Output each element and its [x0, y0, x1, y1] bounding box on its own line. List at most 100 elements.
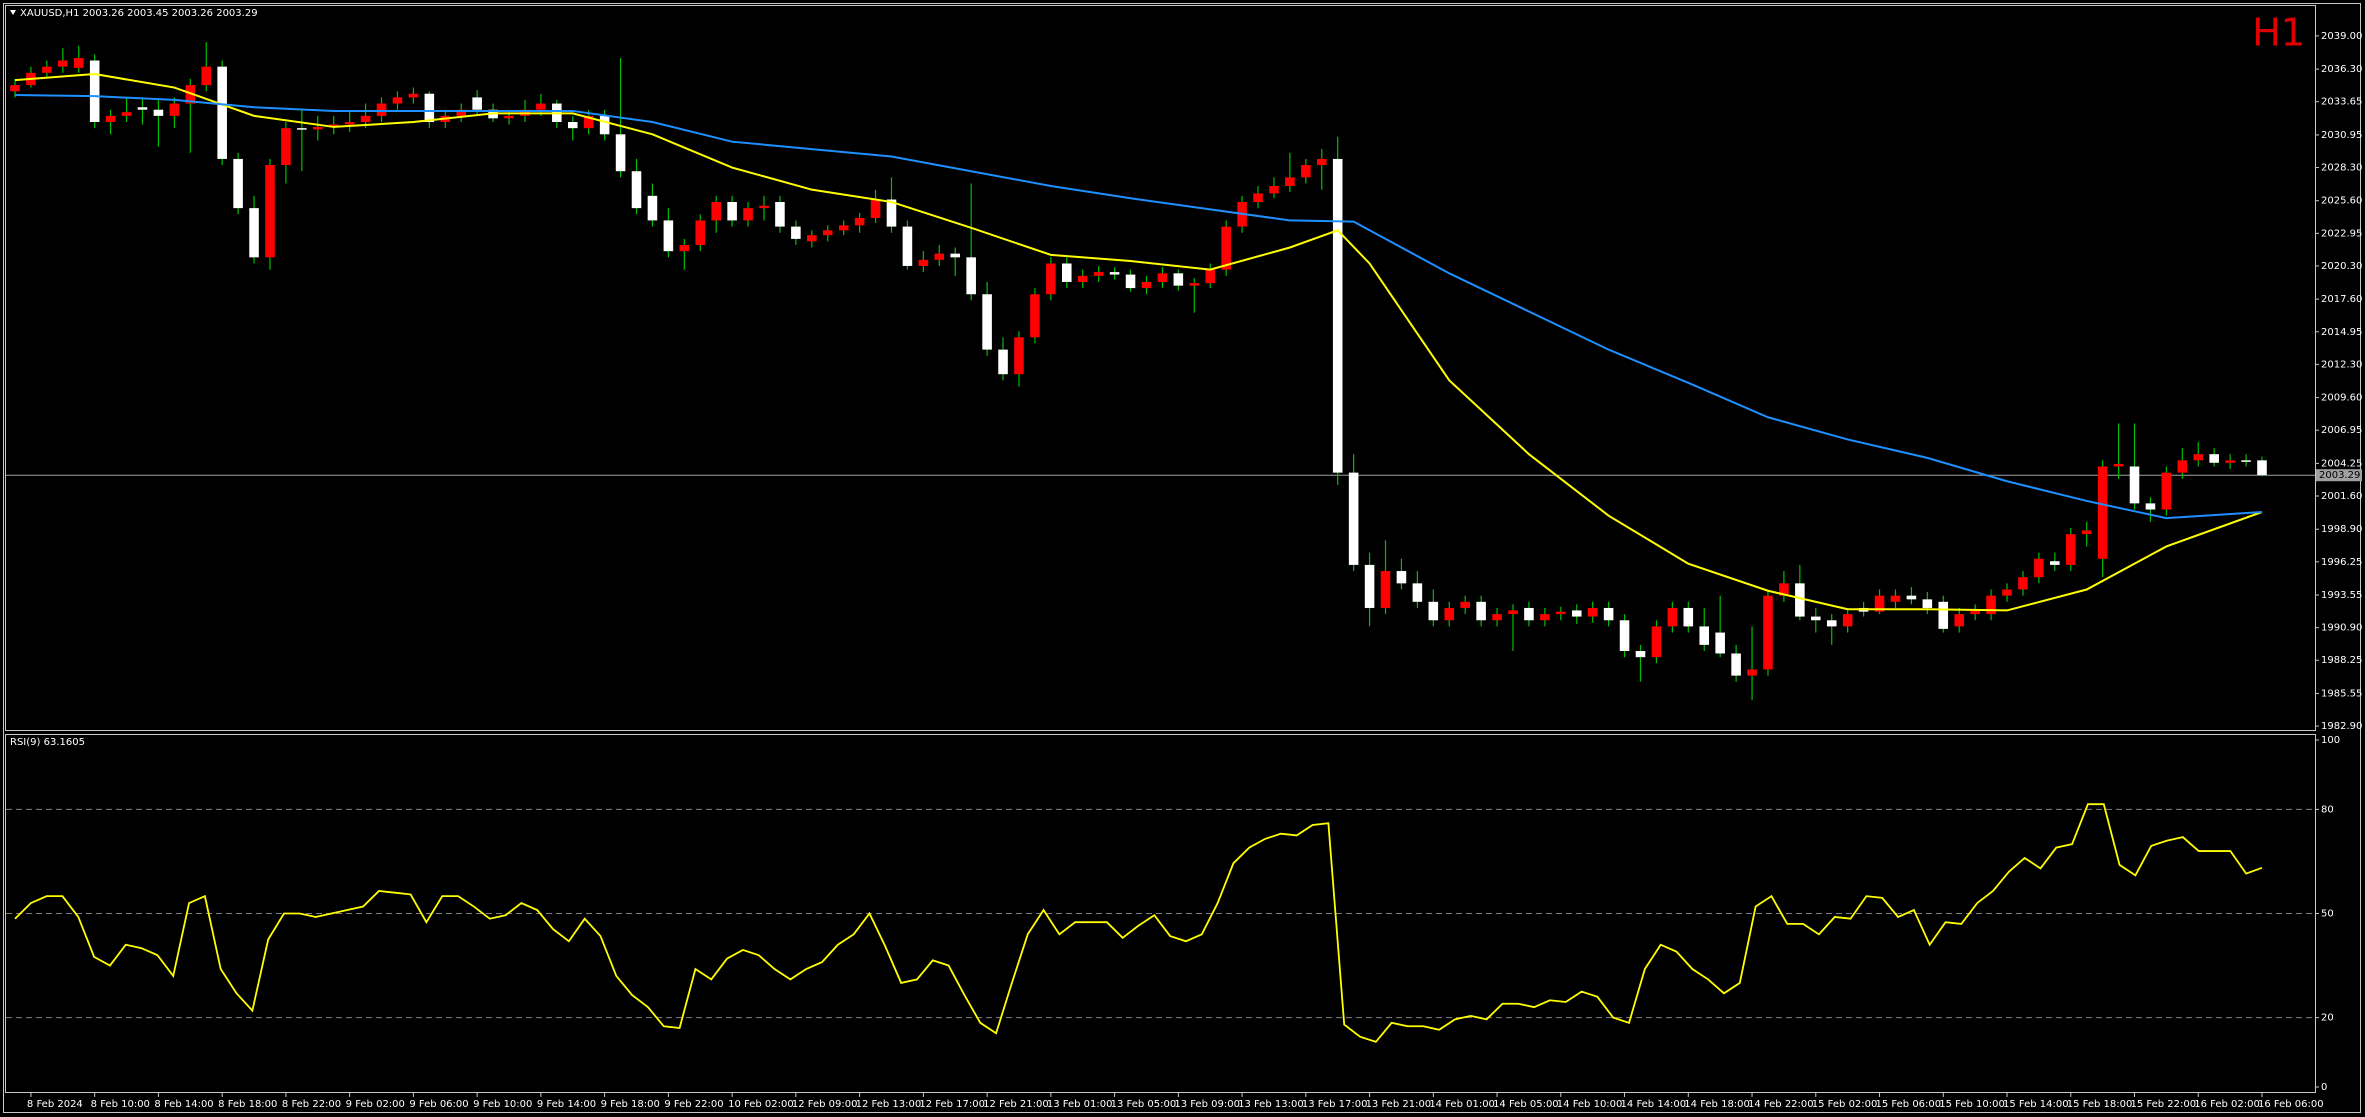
candle-body: [1508, 610, 1518, 615]
candle-body: [169, 103, 180, 116]
candle-body: [567, 122, 578, 129]
y-tick-label: 2014.95: [2321, 327, 2362, 338]
candle-body: [1157, 273, 1168, 282]
candle-body: [1316, 158, 1327, 166]
x-tick-label: 16 Feb 02:00: [2194, 1099, 2260, 1110]
candle-body: [822, 230, 833, 236]
candle-body: [1253, 193, 1263, 202]
candle-body: [2050, 561, 2060, 565]
x-tick-label: 8 Feb 2024: [27, 1099, 83, 1110]
candle-body: [1348, 472, 1359, 565]
y-tick-label: 2033.65: [2321, 97, 2362, 108]
candle-body: [1396, 571, 1407, 584]
candle-body: [854, 217, 865, 226]
y-tick-label: 2004.25: [2321, 458, 2362, 469]
candle-body: [1779, 583, 1789, 596]
candle-body: [2113, 464, 2124, 467]
candle-body: [647, 195, 658, 221]
candle-body: [759, 205, 769, 209]
candle-body: [1189, 283, 1200, 286]
candle-body: [121, 112, 132, 116]
candle-body: [1301, 165, 1311, 178]
rsi-title: RSI(9) 63.1605: [10, 737, 85, 748]
candle-body: [504, 115, 514, 119]
candle-body: [1587, 607, 1598, 617]
candle-body: [1269, 185, 1279, 194]
candle-body: [1332, 158, 1343, 473]
x-tick-label: 10 Feb 02:00: [728, 1099, 794, 1110]
outer-frame: [3, 3, 2361, 1113]
y-tick-label: 2039.00: [2321, 31, 2362, 42]
candle-body: [1874, 595, 1885, 612]
candle-body: [2034, 558, 2044, 578]
candle-body: [950, 253, 961, 258]
x-tick-label: 8 Feb 10:00: [91, 1099, 150, 1110]
y-tick-label: 2017.60: [2321, 294, 2362, 305]
candle-body: [775, 201, 785, 227]
candle-body: [1492, 614, 1502, 621]
candle-body: [1221, 226, 1231, 270]
candle-body: [918, 259, 929, 266]
candle-body: [998, 349, 1008, 375]
x-tick-label: 15 Feb 22:00: [2131, 1099, 2197, 1110]
candle-body: [249, 208, 259, 258]
x-tick-label: 13 Feb 13:00: [1238, 1099, 1304, 1110]
current-price-label: 2003.29: [2319, 470, 2360, 481]
candle-body: [536, 103, 546, 110]
y-tick-label: 1993.55: [2321, 590, 2362, 601]
candle-body: [982, 294, 992, 350]
candle-body: [791, 226, 801, 239]
candle-body: [233, 158, 243, 209]
candle-body: [472, 97, 482, 110]
candle-body: [1540, 614, 1550, 621]
x-tick-label: 16 Feb 06:00: [2258, 1099, 2324, 1110]
candle-body: [73, 58, 84, 68]
candle-body: [583, 115, 594, 129]
candle-body: [1444, 607, 1455, 621]
candle-body: [838, 225, 849, 231]
x-tick-label: 9 Feb 02:00: [346, 1099, 405, 1110]
x-tick-label: 14 Feb 14:00: [1621, 1099, 1687, 1110]
timeframe-label: H1: [2252, 11, 2305, 55]
candle-body: [1173, 273, 1184, 286]
candle-body: [1619, 620, 1630, 652]
candle-body: [1603, 607, 1614, 621]
y-tick-label: 2030.95: [2321, 130, 2362, 141]
candle-body: [1062, 263, 1072, 282]
x-tick-label: 12 Feb 13:00: [856, 1099, 922, 1110]
x-tick-label: 15 Feb 06:00: [1876, 1099, 1942, 1110]
x-tick-label: 9 Feb 06:00: [409, 1099, 468, 1110]
candle-body: [2225, 460, 2235, 463]
x-tick-label: 9 Feb 14:00: [537, 1099, 596, 1110]
x-tick-label: 15 Feb 14:00: [2003, 1099, 2069, 1110]
candle-body: [2129, 466, 2140, 504]
y-tick-label: 1990.90: [2321, 623, 2362, 634]
y-tick-label: 2022.95: [2321, 228, 2362, 239]
y-tick-label: 50: [2321, 909, 2334, 920]
y-tick-label: 20: [2321, 1013, 2334, 1024]
candle-body: [727, 201, 737, 221]
x-tick-label: 9 Feb 10:00: [473, 1099, 532, 1110]
candle-body: [58, 60, 68, 67]
candle-body: [1571, 610, 1582, 617]
candle-body: [1763, 595, 1773, 670]
candle-body: [328, 124, 339, 127]
x-tick-label: 9 Feb 18:00: [601, 1099, 660, 1110]
candle-body: [89, 60, 100, 123]
candle-body: [2097, 466, 2108, 559]
candle-body: [1428, 601, 1439, 621]
candle-body: [1412, 583, 1423, 602]
candle-body: [743, 208, 753, 221]
candle-body: [1842, 614, 1853, 627]
moving-average-line: [14, 73, 2263, 612]
moving-average-line: [14, 93, 2263, 520]
candle-body: [2018, 577, 2028, 590]
candle-body: [695, 220, 706, 246]
x-tick-label: 14 Feb 18:00: [1684, 1099, 1750, 1110]
y-tick-label: 0: [2321, 1082, 2327, 1093]
candle-body: [153, 109, 164, 116]
candle-body: [1922, 599, 1933, 608]
x-tick-label: 14 Feb 22:00: [1748, 1099, 1814, 1110]
candle-body: [1811, 616, 1821, 621]
